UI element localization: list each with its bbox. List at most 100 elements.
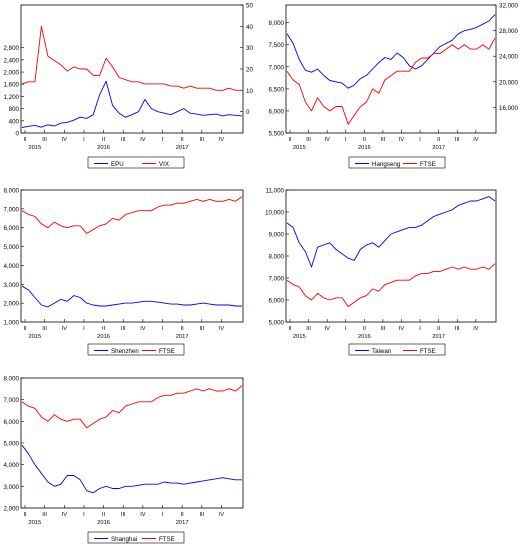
x-tick-label: III [455,326,460,332]
y-tick-label: 6,000 [269,298,285,305]
x-tick-label: IV [325,137,331,143]
series-line-ftse [21,385,243,429]
x-tick-label: I [162,326,164,332]
series-line-hangseng [286,14,496,89]
x-tick-label: III [199,512,204,518]
x-tick-label: III [121,512,126,518]
legend-label: EPU [111,161,124,168]
x-year-label: 2017 [176,520,189,526]
x-tick-label: I [345,137,347,143]
x-tick-label: III [306,326,311,332]
x-year-label: 2017 [432,145,445,151]
legend-label: FTSE [159,536,175,543]
x-year-label: 2016 [97,334,110,340]
legend-label: Shanghai [111,536,137,543]
legend-label: Shenzhen [111,348,139,355]
legend: Taiwan FTSE [348,343,446,356]
series-line-shenzhen [21,285,242,308]
x-year-label: 2015 [293,145,306,151]
x-tick-label: II [23,326,27,332]
y-tick-label: 5,000 [4,244,20,251]
plot-frame [285,189,497,323]
x-year-label: 2017 [176,145,189,151]
legend-label: FTSE [420,348,436,355]
legend-box [87,156,185,169]
y-tick-label: 6,000 [4,419,20,426]
x-tick-label: II [102,512,106,518]
x-tick-label: II [288,137,292,143]
y2-tick-label: 16,000 [499,105,518,112]
series-line-vix [21,25,242,91]
chart-panel-1: 0 400 800 1,200 1,600 2,000 2,400 2,800 0 10 20 30 4… [4,3,253,169]
plot-frame [285,4,497,134]
x-tick-label: IV [140,512,146,518]
x-tick-label: II [363,137,367,143]
plot-frame [20,377,244,509]
x-tick-label: II [363,326,367,332]
legend-label: Hangseng [372,161,401,168]
y-tick-label: 7,000 [269,64,285,71]
y-tick-label: 10,000 [265,210,284,217]
legend-box [348,343,446,356]
x-tick-label: III [42,137,47,143]
y-tick-label: 5,500 [269,131,285,138]
x-tick-label: II [102,326,106,332]
y-tick-label: 3,000 [4,484,20,491]
y-tick-label: 7,500 [269,42,285,49]
legend: EPU VIX [87,156,185,169]
y2-tick-label: 32,000 [499,3,518,10]
y-tick-label: 7,000 [269,276,285,283]
y-tick-label: 2,000 [4,301,20,308]
legend-label: VIX [159,161,169,168]
x-year-label: 2016 [358,334,371,340]
legend: Hangseng FTSE [348,156,446,169]
y-tick-label: 2,400 [4,57,20,64]
x-year-label: 2017 [176,334,189,340]
x-tick-label: IV [473,326,479,332]
x-tick-label: IV [219,512,225,518]
y-tick-label: 1,600 [4,82,20,89]
chart-panel-3: 1,000 2,000 3,000 4,000 5,000 6,000 7,000 8,000… [4,188,244,356]
x-year-label: 2015 [28,334,41,340]
x-tick-label: III [381,326,386,332]
x-tick-label: I [162,137,164,143]
y-tick-label: 5,000 [269,320,285,327]
y2-tick-label: 0 [246,109,250,116]
series-line-ftse [286,37,496,125]
y-tick-label: 8,000 [269,20,285,27]
y-tick-label: 1,000 [4,320,20,327]
series-line-shanghai [21,444,242,494]
x-tick-label: II [288,326,292,332]
series-line-taiwan [286,196,496,268]
x-tick-label: III [121,137,126,143]
x-year-label: 2016 [358,145,371,151]
x-tick-label: III [42,512,47,518]
x-tick-label: I [162,512,164,518]
legend-box [87,531,185,544]
legend: Shenzhen FTSE [87,343,185,356]
y-tick-label: 800 [9,106,20,113]
y-tick-label: 9,000 [269,232,285,239]
legend-box [348,156,446,169]
y-tick-label: 4,000 [4,263,20,270]
x-tick-label: II [23,512,27,518]
y-tick-label: 11,000 [266,188,285,195]
y-tick-label: 6,500 [269,86,285,93]
y-tick-label: 6,000 [269,108,285,115]
x-tick-label: IV [473,137,479,143]
plot-frame [20,4,244,134]
y-tick-label: 6,000 [4,225,20,232]
y-tick-label: 7,000 [4,397,20,404]
x-year-label: 2016 [97,145,110,151]
series-line-ftse [21,196,243,234]
x-tick-label: IV [62,137,68,143]
x-tick-label: IV [399,326,405,332]
x-tick-label: IV [219,326,225,332]
x-tick-label: II [102,137,106,143]
x-tick-label: III [199,137,204,143]
legend-label: Taiwan [372,348,392,355]
y-tick-label: 400 [9,118,20,125]
series-line-ftse [286,263,496,308]
